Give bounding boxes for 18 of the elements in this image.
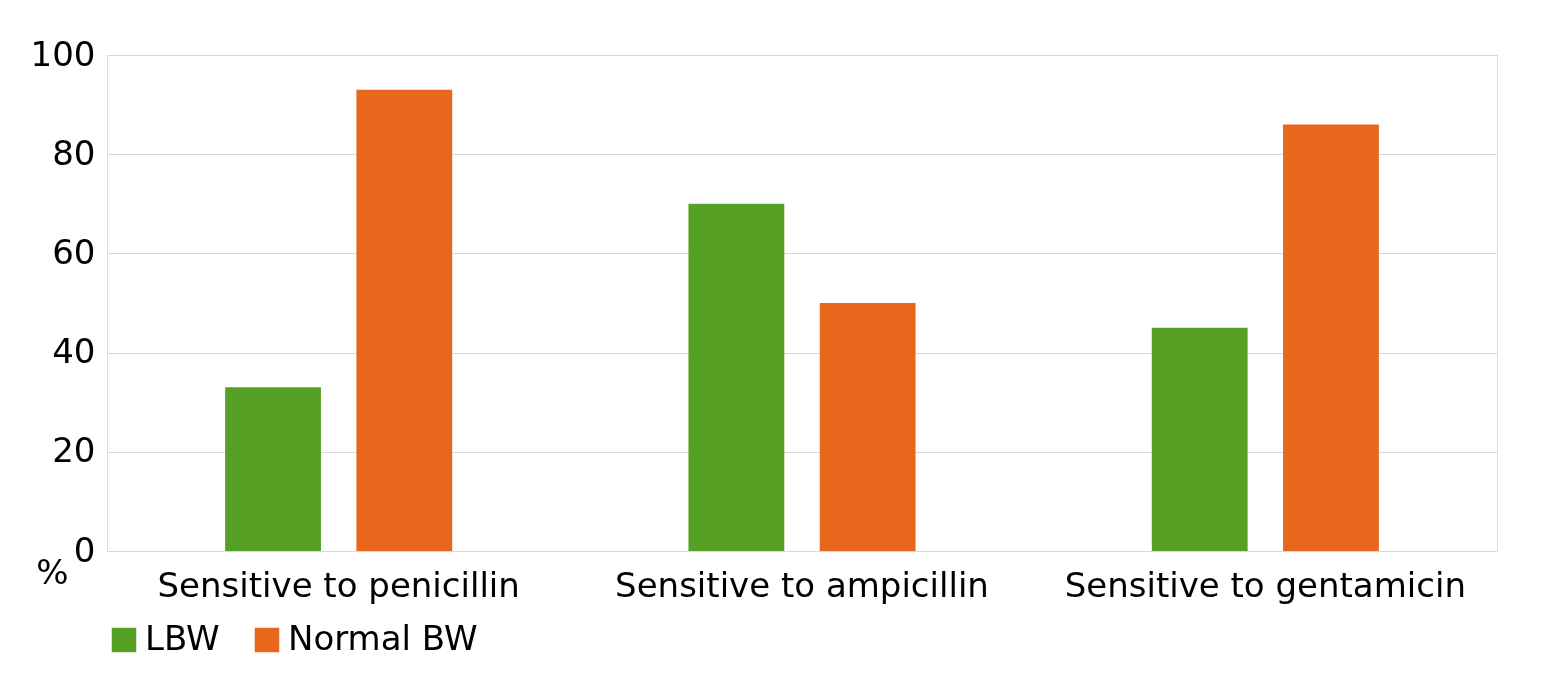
x-tick-label: Sensitive to penicillin: [157, 564, 520, 605]
bar: [225, 387, 321, 551]
y-tick-label: 0: [73, 529, 96, 570]
y-tick-label: 80: [52, 132, 96, 173]
y-axis-title: %: [36, 551, 69, 592]
bar: [1283, 124, 1379, 551]
bar: [356, 89, 453, 551]
bar: [1151, 327, 1248, 551]
bar: [688, 203, 785, 551]
legend-label: LBW: [145, 618, 220, 658]
bar: [819, 303, 916, 551]
y-tick-label: 60: [52, 231, 96, 272]
x-tick-label: Sensitive to ampicillin: [615, 564, 989, 605]
x-tick-label: Sensitive to gentamicin: [1064, 564, 1466, 605]
y-tick-label: 100: [30, 33, 96, 74]
y-tick-label: 20: [52, 430, 96, 471]
y-tick-label: 40: [52, 331, 96, 372]
legend-label: Normal BW: [288, 618, 478, 658]
